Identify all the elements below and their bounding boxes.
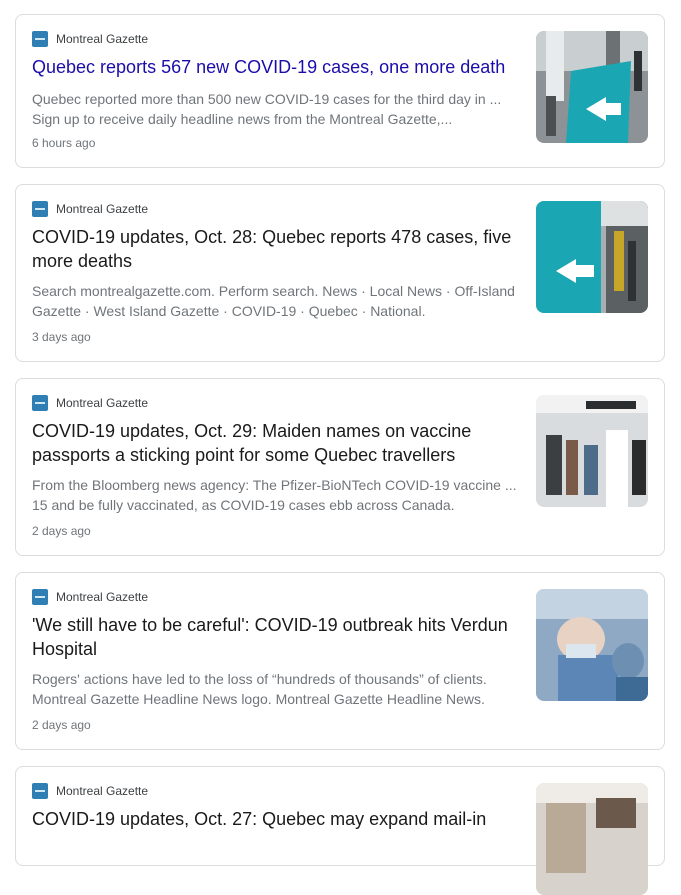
news-card[interactable]: Montreal Gazette COVID-19 updates, Oct. … (15, 766, 665, 895)
source-name: Montreal Gazette (56, 396, 149, 410)
news-card[interactable]: Montreal Gazette COVID-19 updates, Oct. … (15, 184, 665, 362)
montreal-gazette-favicon-icon (32, 31, 48, 47)
article-time: 6 hours ago (32, 136, 96, 150)
article-title[interactable]: Quebec reports 567 new COVID-19 cases, o… (32, 57, 506, 77)
healthcare-worker-image[interactable] (536, 589, 648, 701)
news-card[interactable]: Montreal Gazette Quebec reports 567 new … (15, 14, 665, 168)
article-snippet: Rogers' actions have led to the loss of … (32, 671, 487, 707)
article-time: 2 days ago (32, 718, 91, 732)
article-time: 3 days ago (32, 330, 91, 344)
montreal-gazette-favicon-icon (32, 589, 48, 605)
article-title[interactable]: COVID-19 updates, Oct. 29: Maiden names … (32, 421, 472, 465)
source-row: Montreal Gazette (32, 201, 148, 217)
montreal-gazette-favicon-icon (32, 201, 48, 217)
news-card[interactable]: Montreal Gazette COVID-19 updates, Oct. … (15, 378, 665, 556)
source-name: Montreal Gazette (56, 202, 149, 216)
source-row: Montreal Gazette (32, 395, 148, 411)
article-snippet: Quebec reported more than 500 new COVID-… (32, 91, 502, 127)
source-name: Montreal Gazette (56, 784, 149, 798)
source-row: Montreal Gazette (32, 31, 148, 47)
vaccination-covid-sign-image[interactable] (536, 201, 648, 313)
vaccination-sign-image[interactable] (536, 31, 648, 143)
montreal-gazette-favicon-icon (32, 783, 48, 799)
article-snippet: From the Bloomberg news agency: The Pfiz… (32, 477, 517, 513)
source-name: Montreal Gazette (56, 590, 149, 604)
article-time: 2 days ago (32, 524, 91, 538)
article-title[interactable]: COVID-19 updates, Oct. 27: Quebec may ex… (32, 809, 487, 829)
source-row: Montreal Gazette (32, 589, 148, 605)
article-title[interactable]: COVID-19 updates, Oct. 28: Quebec report… (32, 227, 512, 271)
voting-image[interactable] (536, 783, 648, 895)
source-row: Montreal Gazette (32, 783, 148, 799)
montreal-gazette-favicon-icon (32, 395, 48, 411)
airport-travellers-image[interactable] (536, 395, 648, 507)
news-card[interactable]: Montreal Gazette 'We still have to be ca… (15, 572, 665, 750)
article-title[interactable]: 'We still have to be careful': COVID-19 … (32, 615, 508, 659)
source-name: Montreal Gazette (56, 32, 149, 46)
article-snippet: Search montrealgazette.com. Perform sear… (32, 283, 515, 319)
